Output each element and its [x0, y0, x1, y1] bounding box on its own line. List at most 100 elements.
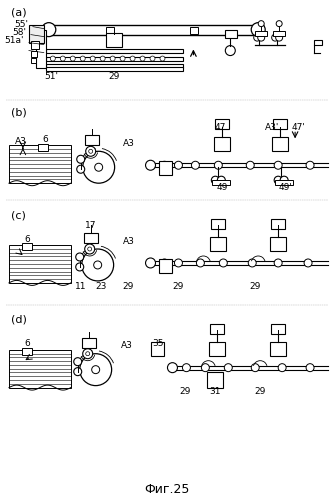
Circle shape — [130, 56, 135, 61]
Text: (c): (c) — [11, 210, 26, 220]
Circle shape — [94, 261, 102, 269]
Bar — [9, 245, 71, 283]
Circle shape — [77, 165, 85, 173]
Bar — [225, 30, 237, 38]
Circle shape — [258, 20, 264, 26]
Bar — [275, 180, 293, 185]
Text: 49: 49 — [217, 182, 228, 192]
Circle shape — [258, 34, 265, 41]
Text: 29: 29 — [173, 282, 184, 292]
Circle shape — [50, 56, 55, 61]
Bar — [214, 138, 230, 151]
Bar — [46, 64, 183, 68]
Circle shape — [280, 176, 288, 184]
Text: A3': A3' — [265, 123, 279, 132]
Circle shape — [196, 259, 204, 267]
Circle shape — [161, 162, 168, 169]
Circle shape — [110, 56, 115, 61]
Circle shape — [304, 259, 312, 267]
Bar — [209, 342, 225, 355]
Bar — [46, 56, 183, 60]
Text: 6: 6 — [24, 339, 30, 348]
Circle shape — [42, 22, 56, 36]
Bar — [31, 50, 37, 56]
Circle shape — [86, 146, 96, 156]
Circle shape — [95, 164, 103, 171]
Bar — [106, 26, 114, 34]
Bar — [29, 24, 44, 42]
Text: 35: 35 — [153, 339, 164, 348]
Text: 31: 31 — [209, 387, 221, 396]
Circle shape — [167, 362, 177, 372]
Circle shape — [161, 259, 168, 267]
Text: 55': 55' — [14, 20, 28, 29]
Circle shape — [274, 176, 282, 184]
Circle shape — [191, 162, 199, 169]
Circle shape — [174, 162, 182, 169]
Circle shape — [225, 46, 235, 56]
Text: 29: 29 — [180, 387, 191, 396]
Bar — [210, 324, 224, 334]
Bar — [106, 32, 122, 46]
Text: 6: 6 — [24, 234, 30, 244]
Bar — [270, 237, 286, 251]
Text: 6: 6 — [42, 135, 48, 144]
Circle shape — [274, 162, 282, 169]
Circle shape — [278, 364, 286, 372]
Text: (d): (d) — [11, 315, 27, 325]
Text: (a): (a) — [11, 8, 27, 18]
Bar — [46, 48, 183, 52]
Text: A3: A3 — [121, 341, 133, 350]
Bar — [207, 372, 223, 388]
Bar — [212, 180, 230, 185]
Circle shape — [100, 56, 105, 61]
Circle shape — [219, 259, 227, 267]
Text: A3: A3 — [123, 236, 135, 246]
Circle shape — [246, 162, 254, 169]
Text: 29: 29 — [249, 282, 261, 292]
Bar — [314, 40, 322, 44]
Circle shape — [92, 366, 100, 374]
Bar — [210, 237, 226, 251]
Bar — [211, 219, 225, 229]
Bar — [38, 144, 48, 152]
Circle shape — [146, 258, 156, 268]
Bar — [273, 30, 285, 36]
Circle shape — [70, 56, 75, 61]
Circle shape — [160, 56, 165, 61]
Bar — [36, 30, 46, 68]
Circle shape — [306, 162, 314, 169]
Bar — [271, 324, 285, 334]
Bar — [31, 58, 36, 62]
Bar — [255, 30, 267, 36]
Circle shape — [120, 56, 125, 61]
Bar — [190, 26, 198, 34]
Text: 47: 47 — [215, 123, 226, 132]
Circle shape — [80, 56, 85, 61]
Circle shape — [140, 56, 145, 61]
Bar — [215, 120, 229, 130]
Bar — [271, 219, 285, 229]
Circle shape — [174, 259, 182, 267]
Bar — [46, 66, 183, 70]
Circle shape — [224, 364, 232, 372]
Circle shape — [76, 263, 84, 271]
Bar — [22, 348, 32, 354]
Text: A3: A3 — [123, 139, 135, 148]
Text: 29: 29 — [254, 387, 266, 396]
Circle shape — [146, 160, 156, 170]
Circle shape — [74, 368, 82, 376]
Circle shape — [88, 247, 92, 251]
Text: 11: 11 — [75, 282, 87, 292]
Bar — [9, 350, 71, 388]
Circle shape — [214, 162, 222, 169]
Text: 29: 29 — [122, 282, 133, 292]
Circle shape — [77, 156, 85, 164]
Bar — [22, 243, 32, 250]
Bar — [270, 342, 286, 355]
Circle shape — [86, 352, 90, 356]
Circle shape — [276, 34, 283, 41]
Text: 17: 17 — [85, 220, 97, 230]
Circle shape — [83, 152, 115, 183]
Text: A3: A3 — [15, 137, 27, 146]
